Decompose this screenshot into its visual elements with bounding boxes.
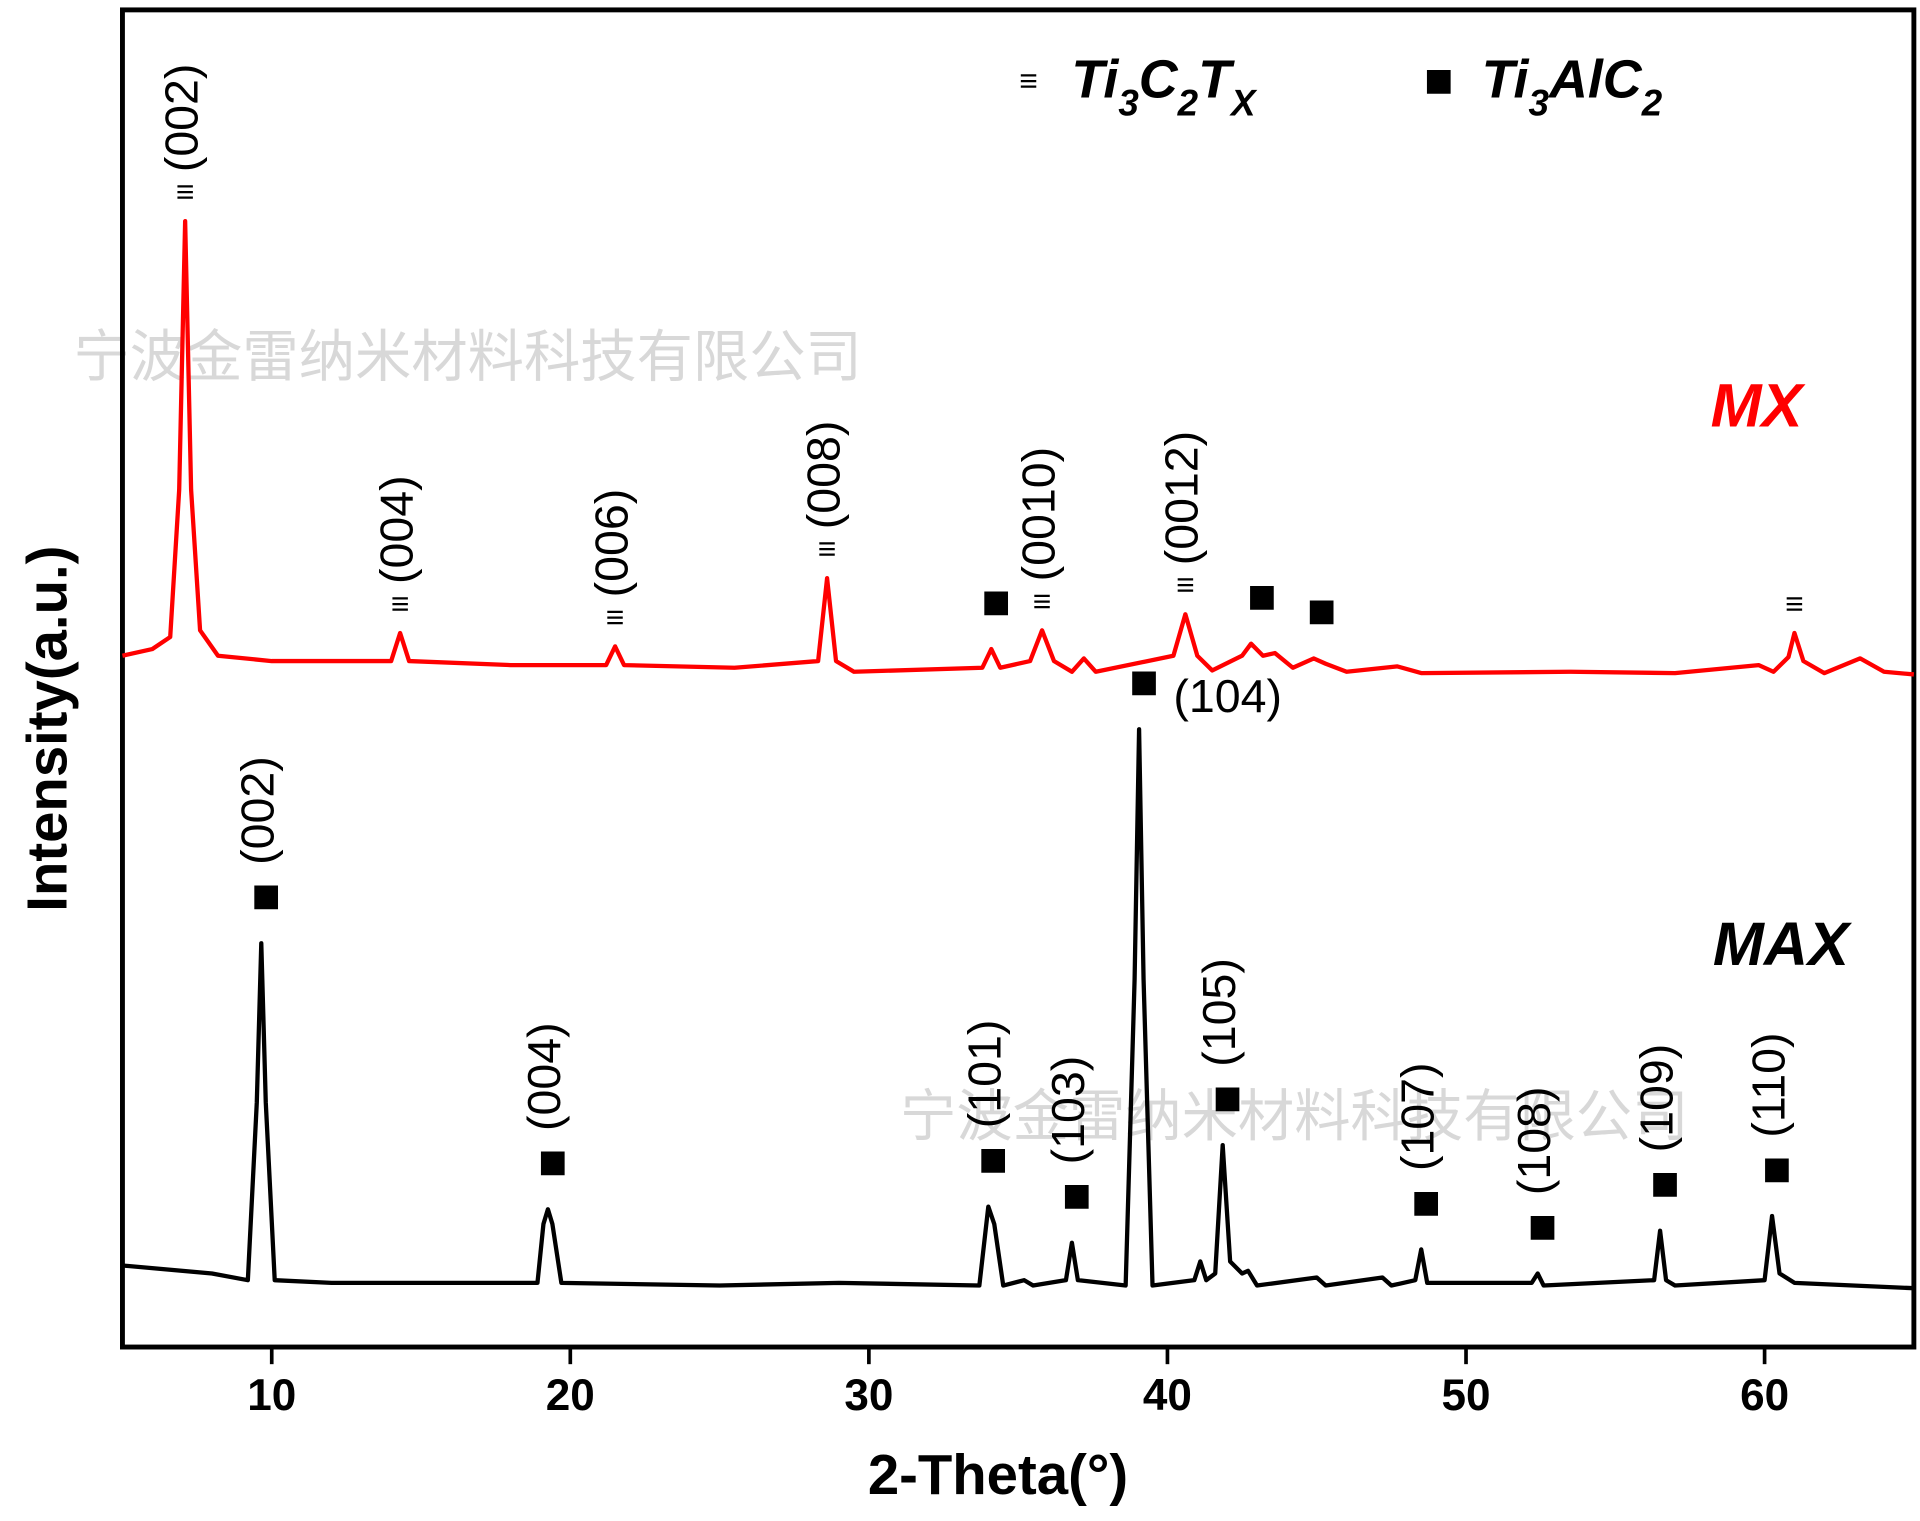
peak-label: (101) bbox=[959, 1020, 1011, 1129]
peak-marker: ≡ bbox=[606, 599, 625, 635]
x-tick-label: 10 bbox=[247, 1371, 296, 1420]
legend-text: C bbox=[1139, 50, 1179, 110]
peak-marker: ■ bbox=[1213, 1071, 1243, 1125]
peak-label: (008) bbox=[797, 421, 849, 530]
peak-label: (002) bbox=[155, 64, 207, 173]
peak-marker: ≡ bbox=[1033, 583, 1052, 619]
series-line bbox=[122, 727, 1914, 1291]
watermark: 宁波金雷纳米材料科技有限公司 bbox=[73, 325, 861, 388]
peak-marker: ≡ bbox=[1785, 585, 1804, 621]
x-tick-label: 30 bbox=[844, 1371, 893, 1420]
legend-label: Ti3C2TX bbox=[1071, 50, 1258, 124]
plot-frame bbox=[120, 7, 1917, 1350]
legend-symbol: ■ bbox=[1424, 53, 1454, 107]
peak-marker: ■ bbox=[1528, 1199, 1558, 1253]
peak-marker: ■ bbox=[1129, 655, 1159, 709]
peak-label: (109) bbox=[1630, 1044, 1682, 1153]
peak-label: (004) bbox=[518, 1022, 570, 1131]
peak-marker: ■ bbox=[978, 1132, 1008, 1186]
legend-text: Ti bbox=[1482, 50, 1530, 110]
peak-label: (006) bbox=[585, 489, 637, 598]
peak-marker: ■ bbox=[538, 1135, 568, 1189]
peak-marker: ■ bbox=[1247, 570, 1277, 624]
peak-label: (108) bbox=[1508, 1087, 1560, 1196]
legend-subscript: 2 bbox=[1641, 82, 1663, 123]
peak-marker: ≡ bbox=[391, 585, 410, 621]
legend-text: T bbox=[1198, 50, 1235, 110]
peak-marker: ■ bbox=[1650, 1157, 1680, 1211]
legend-subscript: 2 bbox=[1177, 82, 1199, 123]
peak-label: (004) bbox=[370, 475, 422, 584]
series-label: MX bbox=[1711, 371, 1806, 439]
y-axis-title: Intensity(a.u.) bbox=[15, 546, 78, 912]
legend-symbol: ≡ bbox=[1019, 63, 1038, 99]
series-line bbox=[121, 219, 1915, 677]
x-tick-label: 50 bbox=[1442, 1371, 1491, 1420]
peak-label: (0012) bbox=[1156, 431, 1208, 565]
peak-marker: ■ bbox=[1062, 1169, 1092, 1223]
peak-marker: ≡ bbox=[1176, 567, 1195, 603]
legend-label: Ti3AlC2 bbox=[1482, 50, 1663, 124]
peak-marker: ≡ bbox=[176, 174, 195, 210]
peak-label: (0010) bbox=[1012, 447, 1064, 581]
legend-text: Ti bbox=[1071, 50, 1119, 110]
peak-label: (002) bbox=[232, 756, 284, 865]
peak-marker: ■ bbox=[1411, 1175, 1441, 1229]
legend-subscript: 3 bbox=[1529, 82, 1550, 123]
legend-text: AlC bbox=[1547, 50, 1643, 110]
x-tick-label: 60 bbox=[1740, 1371, 1789, 1420]
peak-marker: ■ bbox=[251, 869, 281, 923]
peak-marker: ■ bbox=[981, 575, 1011, 629]
legend-subscript: 3 bbox=[1118, 82, 1139, 123]
peak-marker: ■ bbox=[1307, 584, 1337, 638]
peak-marker: ■ bbox=[1762, 1142, 1792, 1196]
x-axis-title: 2-Theta(°) bbox=[868, 1443, 1128, 1506]
watermark: 宁波金雷纳米材料科技有限公司 bbox=[900, 1084, 1688, 1147]
peak-marker: ≡ bbox=[818, 531, 837, 567]
legend-subscript: X bbox=[1229, 82, 1258, 123]
peak-label: (104) bbox=[1173, 670, 1282, 722]
x-tick-label: 40 bbox=[1143, 1371, 1192, 1420]
peak-label: (105) bbox=[1193, 958, 1245, 1067]
peak-label: (110) bbox=[1742, 1032, 1794, 1137]
peak-label: (107) bbox=[1392, 1062, 1444, 1171]
x-tick-label: 20 bbox=[546, 1371, 595, 1420]
series-label: MAX bbox=[1713, 910, 1852, 978]
peak-label: (103) bbox=[1042, 1056, 1094, 1165]
